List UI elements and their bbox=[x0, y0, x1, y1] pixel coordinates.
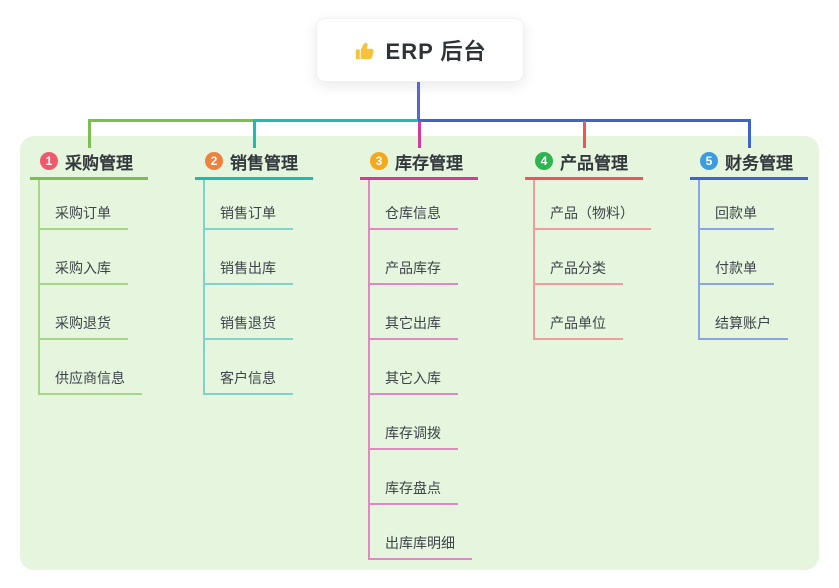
branch-label: 库存管理 bbox=[395, 153, 463, 173]
branch-spine-line bbox=[368, 180, 370, 560]
child-node[interactable]: 产品（物料） bbox=[550, 205, 634, 221]
child-node[interactable]: 付款单 bbox=[715, 260, 757, 276]
branch-number-badge: 1 bbox=[40, 152, 58, 170]
child-node[interactable]: 其它出库 bbox=[385, 315, 441, 331]
branch-node[interactable]: 2 销售管理 bbox=[205, 151, 298, 173]
child-node[interactable]: 供应商信息 bbox=[55, 370, 125, 386]
child-underline bbox=[368, 283, 458, 285]
child-underline bbox=[698, 338, 788, 340]
child-node[interactable]: 销售出库 bbox=[220, 260, 276, 276]
branch-label: 销售管理 bbox=[230, 153, 298, 173]
branch-drop-line bbox=[253, 121, 256, 148]
child-underline bbox=[368, 228, 458, 230]
branch-node[interactable]: 5 财务管理 bbox=[700, 151, 793, 173]
child-node[interactable]: 采购订单 bbox=[55, 205, 111, 221]
branch-number-badge: 4 bbox=[535, 152, 553, 170]
child-underline bbox=[38, 393, 142, 395]
branch-underline bbox=[360, 177, 478, 180]
child-underline bbox=[203, 228, 293, 230]
child-node[interactable]: 结算账户 bbox=[715, 315, 771, 331]
branches-panel bbox=[20, 136, 819, 570]
thumbs-up-icon bbox=[354, 39, 377, 62]
branch-node[interactable]: 1 采购管理 bbox=[40, 151, 133, 173]
child-underline bbox=[698, 283, 774, 285]
branch-underline bbox=[195, 177, 313, 180]
child-underline bbox=[533, 283, 623, 285]
branch-drop-line bbox=[418, 121, 421, 148]
root-connector-line bbox=[417, 82, 420, 122]
branch-label: 产品管理 bbox=[560, 153, 628, 173]
branch-underline bbox=[30, 177, 148, 180]
child-underline bbox=[533, 228, 651, 230]
branch-underline bbox=[690, 177, 808, 180]
child-node[interactable]: 产品单位 bbox=[550, 315, 606, 331]
child-underline bbox=[368, 393, 458, 395]
branch-label: 采购管理 bbox=[65, 153, 133, 173]
branch-node[interactable]: 4 产品管理 bbox=[535, 151, 628, 173]
branch-number-badge: 2 bbox=[205, 152, 223, 170]
branch-spine-line bbox=[698, 180, 700, 340]
child-underline bbox=[368, 558, 472, 560]
child-underline bbox=[533, 338, 623, 340]
branch-underline bbox=[525, 177, 643, 180]
branch-drop-line bbox=[583, 121, 586, 148]
branch-label: 财务管理 bbox=[725, 153, 793, 173]
child-node[interactable]: 销售订单 bbox=[220, 205, 276, 221]
child-node[interactable]: 仓库信息 bbox=[385, 205, 441, 221]
child-underline bbox=[38, 228, 128, 230]
child-node[interactable]: 出库库明细 bbox=[385, 535, 455, 551]
child-underline bbox=[368, 503, 458, 505]
child-node[interactable]: 其它入库 bbox=[385, 370, 441, 386]
child-node[interactable]: 采购退货 bbox=[55, 315, 111, 331]
child-underline bbox=[203, 338, 293, 340]
child-node[interactable]: 库存盘点 bbox=[385, 480, 441, 496]
child-node[interactable]: 库存调拨 bbox=[385, 425, 441, 441]
child-underline bbox=[368, 448, 458, 450]
branch-drop-line bbox=[748, 121, 751, 148]
trunk-segment-2 bbox=[253, 119, 418, 122]
child-node[interactable]: 客户信息 bbox=[220, 370, 276, 386]
child-node[interactable]: 产品库存 bbox=[385, 260, 441, 276]
branch-spine-line bbox=[533, 180, 535, 340]
child-node[interactable]: 采购入库 bbox=[55, 260, 111, 276]
root-node[interactable]: ERP 后台 bbox=[316, 18, 524, 82]
child-underline bbox=[38, 338, 128, 340]
child-node[interactable]: 产品分类 bbox=[550, 260, 606, 276]
child-underline bbox=[38, 283, 128, 285]
branch-spine-line bbox=[203, 180, 205, 395]
trunk-segment-1 bbox=[88, 119, 256, 122]
root-node-label: ERP 后台 bbox=[385, 39, 487, 64]
child-underline bbox=[203, 283, 293, 285]
branch-spine-line bbox=[38, 180, 40, 395]
child-underline bbox=[368, 338, 458, 340]
branch-node[interactable]: 3 库存管理 bbox=[370, 151, 463, 173]
child-underline bbox=[203, 393, 293, 395]
branch-number-badge: 3 bbox=[370, 152, 388, 170]
branch-number-badge: 5 bbox=[700, 152, 718, 170]
branch-drop-line bbox=[88, 121, 91, 148]
child-node[interactable]: 销售退货 bbox=[220, 315, 276, 331]
child-node[interactable]: 回款单 bbox=[715, 205, 757, 221]
trunk-segment-5 bbox=[418, 119, 751, 122]
child-underline bbox=[698, 228, 774, 230]
